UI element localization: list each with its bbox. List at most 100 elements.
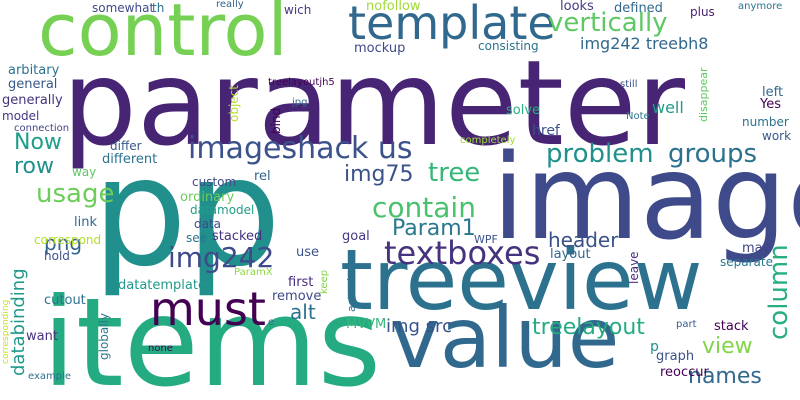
word-view: view: [702, 334, 753, 359]
word-defined: defined: [614, 1, 663, 16]
word-reoccur: reoccur: [660, 365, 709, 380]
word-model: model: [2, 109, 40, 123]
word-value: value: [390, 289, 620, 387]
word-items: items: [42, 272, 382, 400]
word-data: data: [194, 217, 222, 231]
word-custom: custom: [192, 175, 237, 189]
word-want: want: [26, 329, 58, 344]
word-wich: wich: [284, 3, 312, 17]
word-must: must: [150, 282, 266, 336]
word-th: th: [152, 1, 165, 15]
word-mockup: mockup: [354, 41, 406, 56]
word-leave: leave: [627, 251, 641, 284]
word-first: first: [288, 275, 314, 290]
word-cutout: cutout: [44, 293, 86, 308]
word-looks: looks: [560, 0, 594, 14]
word-work: work: [762, 129, 792, 143]
word-see: see: [186, 231, 208, 245]
word-plus: plus: [690, 5, 715, 19]
word-stacked: stacked: [212, 229, 263, 244]
word-link: link: [74, 215, 97, 230]
word-header: header: [548, 228, 619, 252]
word-use: use: [296, 245, 320, 260]
word-vertically: vertically: [548, 8, 668, 38]
word-img-src: img src: [386, 316, 452, 337]
word-still: still: [620, 79, 638, 90]
word-somewhat: somewhat: [92, 1, 155, 15]
word-datatemplates: datatemplates: [118, 278, 213, 293]
word-disappear: disappear: [697, 67, 710, 122]
word-goal: goal: [342, 229, 370, 244]
word-different: different: [102, 152, 158, 167]
word-hold: hold: [44, 249, 70, 263]
word-correspond: correspond: [34, 233, 102, 247]
word-param1: Param1: [392, 216, 476, 241]
word-databinding: databinding: [8, 268, 29, 376]
word-control: control: [38, 0, 288, 72]
word-example: example: [28, 371, 72, 382]
word-groups: groups: [668, 139, 758, 169]
word-parameter: parameter: [62, 34, 685, 172]
word-differ: differ: [110, 139, 142, 153]
word-way: way: [72, 165, 97, 179]
word-problem: problem: [546, 139, 654, 169]
word-paramx: ParamX: [234, 267, 273, 278]
word-e: e: [268, 317, 275, 328]
word-contain: contain: [372, 191, 476, 224]
word-consisting: consisting: [478, 39, 539, 53]
word-left: left: [762, 85, 784, 100]
word-datamodel: datamodel: [190, 203, 255, 217]
word-general: general: [8, 77, 58, 92]
word-remove: remove: [272, 289, 322, 304]
word-alt: alt: [290, 300, 316, 324]
word-wpf: WPF: [474, 233, 498, 246]
word-row: row: [14, 154, 55, 179]
word-graph: graph: [656, 349, 695, 364]
word-template: template: [348, 0, 556, 50]
word-p-1: p: [186, 126, 282, 300]
word-png: png: [44, 231, 83, 255]
word-treelayoutjh5: treelayoutjh5: [268, 77, 335, 88]
word-number: number: [742, 115, 789, 129]
word-ordinary: ordinary: [180, 190, 235, 205]
word-object: object: [227, 85, 241, 122]
word-layout: layout: [550, 247, 591, 262]
word-may: may: [742, 241, 771, 256]
word-href: href: [532, 123, 560, 139]
word-keep: keep: [319, 269, 330, 294]
word-imageshack-us: imageshack us: [188, 131, 413, 166]
word-jpg: jpg: [292, 97, 308, 108]
word-mvvm: MVVM: [346, 317, 387, 332]
word-connection: connection: [14, 123, 70, 134]
word-yes: Yes: [760, 97, 781, 112]
word-globally: globally: [97, 312, 111, 360]
word-note: Note: [626, 111, 650, 122]
word-arbitary: arbitary: [8, 63, 60, 78]
word-names: names: [688, 364, 762, 389]
word-img75: img75: [344, 162, 414, 187]
word-part: part: [676, 319, 697, 330]
word-actual: actual: [345, 278, 358, 312]
word-solve: solve: [506, 103, 541, 118]
word-tree: tree: [428, 158, 481, 188]
word-rel: rel: [254, 169, 271, 184]
word-img242: img242: [168, 241, 275, 274]
word-stack: stack: [714, 319, 749, 334]
word-none: none: [148, 343, 173, 354]
word-nofollow: nofollow: [366, 0, 421, 14]
word-bind: bind: [269, 107, 283, 134]
word-really: really: [216, 0, 244, 10]
word-image: image: [492, 128, 800, 266]
word-p-2: p: [92, 126, 188, 300]
word-textboxes: textboxes: [384, 234, 541, 272]
word-usage: usage: [36, 179, 115, 209]
word-corresponding: corresponding: [1, 299, 11, 364]
word-separate: separate: [720, 255, 773, 269]
word-treeview: treeview: [340, 231, 703, 329]
word-now: Now: [14, 130, 62, 155]
word-anymore: anymore: [738, 1, 783, 12]
word-generally: generally: [2, 93, 63, 108]
word-treelayout: treelayout: [532, 315, 645, 340]
word-p-small: p: [650, 339, 659, 355]
